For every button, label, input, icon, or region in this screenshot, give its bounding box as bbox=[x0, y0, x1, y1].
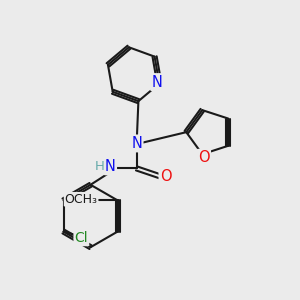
Text: O: O bbox=[198, 150, 210, 165]
Text: N: N bbox=[105, 159, 116, 174]
Text: O: O bbox=[86, 193, 97, 206]
Text: O: O bbox=[160, 169, 172, 184]
Text: OCH₃: OCH₃ bbox=[64, 193, 98, 206]
Text: N: N bbox=[152, 75, 162, 90]
Text: Cl: Cl bbox=[74, 231, 88, 245]
Text: N: N bbox=[131, 136, 142, 151]
Text: H: H bbox=[94, 160, 104, 173]
